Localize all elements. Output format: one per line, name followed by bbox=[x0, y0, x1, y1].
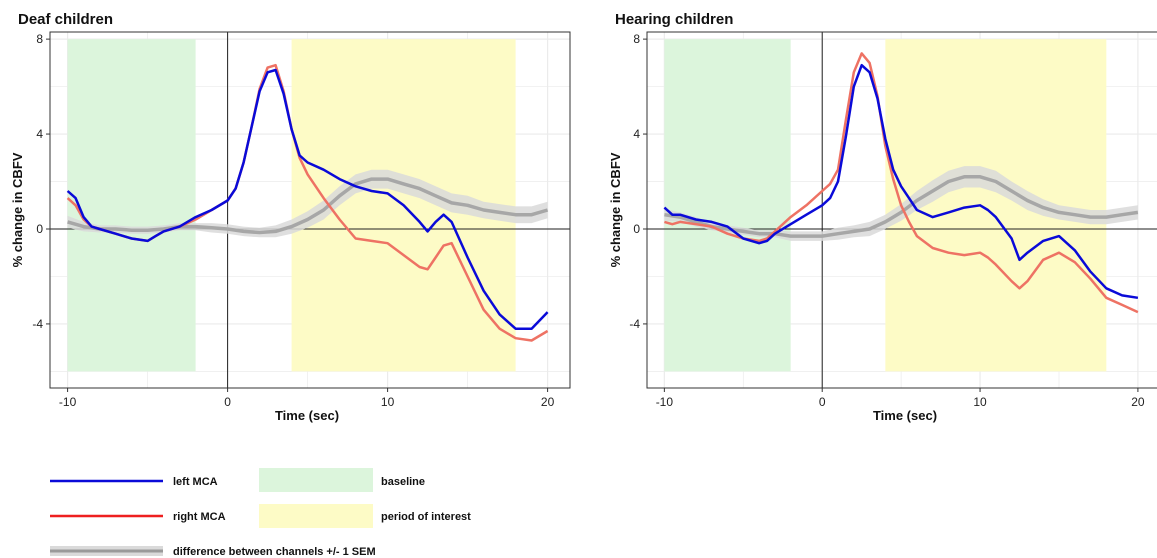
x-tick-label-hearing: 0 bbox=[819, 395, 826, 409]
legend-label-left-mca: left MCA bbox=[173, 476, 218, 488]
y-tick-label-deaf: 4 bbox=[36, 127, 43, 141]
x-tick-label-deaf: 0 bbox=[224, 395, 231, 409]
y-tick-label-hearing: 4 bbox=[633, 127, 640, 141]
series-difference-deaf bbox=[67, 177, 549, 235]
y-tick-label-deaf: -4 bbox=[32, 317, 43, 331]
y-tick-label-deaf: 8 bbox=[36, 32, 43, 46]
y-axis-label-deaf: % change in CBFV bbox=[10, 152, 25, 267]
x-axis-label-hearing: Time (sec) bbox=[873, 408, 937, 423]
y-tick-label-hearing: 8 bbox=[633, 32, 640, 46]
y-tick-label-hearing: -4 bbox=[629, 317, 640, 331]
panel-hearing: -10 0 10 20 -4 0 4 8 bbox=[629, 31, 1157, 409]
plot-frame-hearing bbox=[646, 31, 1157, 389]
series-left-mca-deaf bbox=[66, 68, 549, 330]
x-tick-label-hearing: 10 bbox=[973, 395, 987, 409]
legend-label-period-of-interest: period of interest bbox=[381, 511, 471, 523]
x-tick-label-deaf: 20 bbox=[541, 395, 555, 409]
x-tick-label-hearing: 20 bbox=[1131, 395, 1145, 409]
shaded-region-baseline-hearing bbox=[664, 39, 791, 372]
series-right-mca-hearing bbox=[664, 52, 1139, 314]
legend-label-difference: difference between channels +/- 1 SEM bbox=[173, 546, 376, 558]
series-difference-hearing bbox=[664, 175, 1139, 238]
x-tick-label-hearing: -10 bbox=[656, 395, 674, 409]
plot-frame-deaf bbox=[49, 31, 571, 389]
shaded-region-baseline-deaf bbox=[67, 39, 196, 372]
series-left-mca-hearing bbox=[663, 63, 1139, 300]
series-group-hearing bbox=[663, 52, 1139, 314]
y-tick-label-deaf: 0 bbox=[36, 222, 43, 236]
plot-layer: -10 0 10 20 -4 0 4 8 -10 0 10 20 -4 0 4 8 bbox=[32, 31, 1157, 409]
x-tick-label-deaf: -10 bbox=[59, 395, 77, 409]
legend-swatch-period-of-interest bbox=[259, 504, 373, 528]
y-tick-label-hearing: 0 bbox=[633, 222, 640, 236]
legend-label-right-mca: right MCA bbox=[173, 511, 226, 523]
y-axis-label-hearing: % change in CBFV bbox=[608, 152, 623, 267]
x-axis-label-deaf: Time (sec) bbox=[275, 408, 339, 423]
panel-title-hearing: Hearing children bbox=[615, 11, 733, 28]
legend-label-baseline: baseline bbox=[381, 476, 425, 488]
panel-deaf: -10 0 10 20 -4 0 4 8 bbox=[32, 31, 571, 409]
sem-band-hearing bbox=[664, 166, 1138, 241]
legend-swatch-baseline bbox=[259, 468, 373, 492]
x-tick-label-deaf: 10 bbox=[381, 395, 395, 409]
sem-band-deaf bbox=[67, 169, 548, 238]
series-group-deaf bbox=[66, 63, 549, 342]
panel-title-deaf: Deaf children bbox=[18, 11, 113, 28]
